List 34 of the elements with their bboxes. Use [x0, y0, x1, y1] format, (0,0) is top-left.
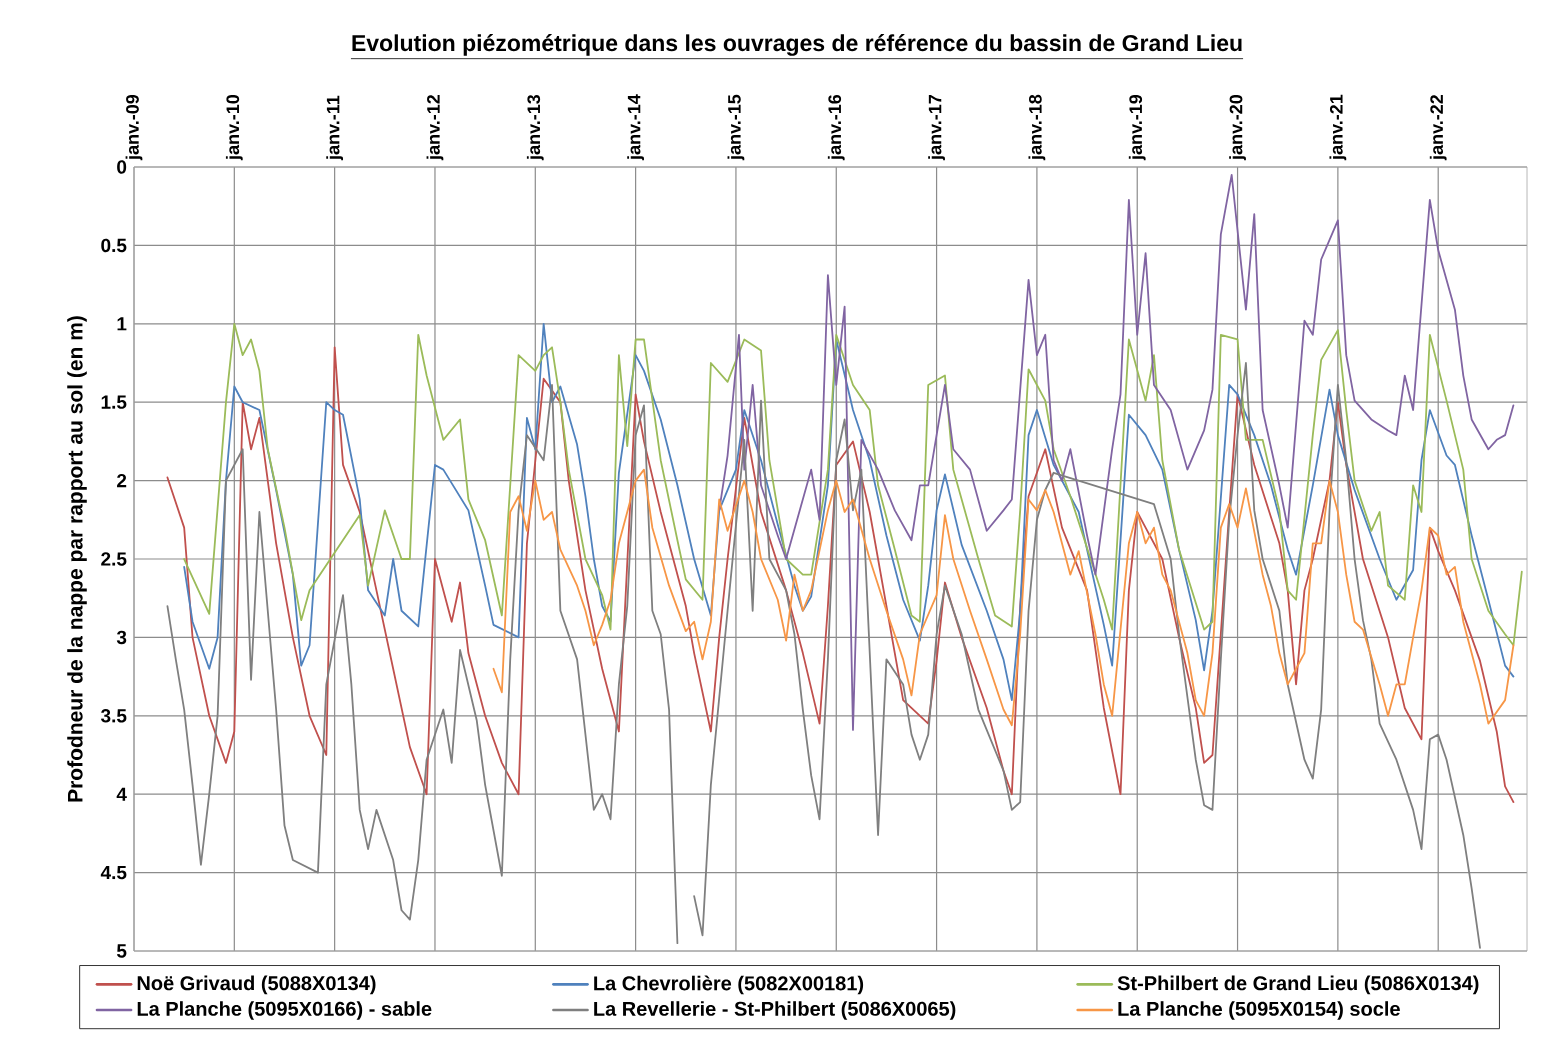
x-tick-label: janv.-17: [928, 95, 945, 161]
y-axis-title: Profodneur de la nappe par rapport au sol (en m): [67, 316, 87, 802]
legend-label: La Chevrolière (5082X00181): [594, 975, 864, 995]
x-tick-label: janv.-10: [225, 94, 243, 161]
x-tick-label: janv.-09: [125, 94, 143, 161]
x-tick-label: janv.-12: [426, 94, 444, 161]
legend-label: St-Philbert de Grand Lieu (5086X0134): [1117, 975, 1479, 995]
x-tick-label: janv.-18: [1028, 94, 1046, 161]
legend-label: Noë Grivaud (5088X0134): [137, 975, 376, 995]
legend-label: La Planche (5095X0166) - sable: [137, 1001, 432, 1020]
x-tick-label: janv.-14: [627, 94, 644, 161]
y-tick-label: 4: [116, 787, 127, 801]
x-tick-label: janv.-21: [1329, 94, 1347, 161]
line-series: [492, 468, 1515, 727]
y-tick-label: 5: [116, 944, 127, 958]
y-tick-label: 0: [117, 160, 127, 174]
y-tick-label: 0.5: [101, 238, 127, 253]
y-tick-label: 2: [117, 473, 127, 488]
x-tick-label: janv.-16: [827, 94, 845, 161]
y-tick-label: 1.5: [101, 395, 127, 409]
legend-label: La Revellerie - St-Philbert (5086X0065): [594, 1001, 956, 1020]
x-tick-label: janv.-13: [526, 94, 544, 161]
y-tick-label: 4.5: [100, 865, 127, 880]
x-tick-label: janv.-11: [326, 95, 344, 161]
x-tick-label: janv.-19: [1128, 94, 1146, 161]
chart-title: Evolution piézométrique dans les ouvrages de référence du bassin de Grand Lieu: [352, 34, 1242, 56]
y-tick-label: 3.5: [100, 709, 127, 723]
y-tick-label: 3: [116, 630, 127, 645]
legend-label: La Planche (5095X0154) socle: [1118, 1001, 1400, 1020]
x-tick-label: janv.-20: [1229, 94, 1246, 161]
y-tick-label: 1: [117, 317, 127, 331]
x-tick-label: janv.-22: [1429, 94, 1447, 161]
x-tick-label: janv.-15: [727, 94, 745, 161]
y-tick-label: 2.5: [101, 552, 127, 566]
